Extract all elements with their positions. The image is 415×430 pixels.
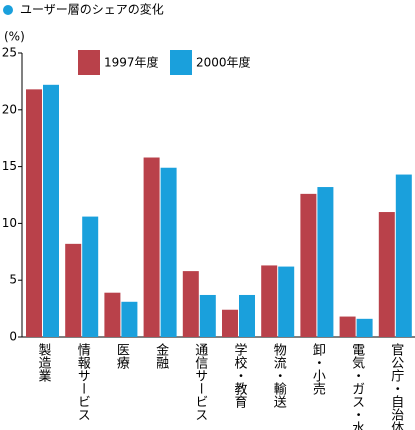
- bar: [182, 271, 199, 337]
- y-axis-label: (%): [4, 30, 25, 44]
- x-tick-label: 官公庁・自治体: [388, 342, 404, 430]
- x-tick-label: 電気・ガス・水道: [349, 343, 365, 430]
- bar: [261, 265, 278, 337]
- bar: [43, 84, 59, 337]
- legend-label: 2000年度: [196, 55, 251, 70]
- bar: [160, 167, 177, 337]
- x-tick-label: 物流・輸送: [271, 343, 287, 409]
- y-tick-label: 10: [2, 216, 17, 230]
- legend-swatch: [78, 50, 100, 75]
- bar: [300, 193, 317, 337]
- title-icon: [3, 5, 13, 15]
- x-tick-label: 卸・小売: [310, 342, 326, 396]
- legend-label: 1997年度: [104, 55, 159, 70]
- y-tick-label: 20: [2, 102, 17, 116]
- x-tick-label: 学校・教育: [232, 342, 248, 409]
- y-tick-label: 25: [2, 46, 17, 60]
- bar: [65, 243, 82, 337]
- bar: [26, 89, 42, 338]
- legend-swatch: [170, 50, 192, 75]
- bar: [239, 294, 255, 337]
- bar: [82, 216, 99, 337]
- bar: [395, 174, 412, 337]
- x-tick-label: 製造業: [36, 343, 52, 382]
- y-tick-label: 0: [9, 330, 17, 344]
- bar: [104, 292, 121, 337]
- bar: [278, 266, 295, 337]
- x-tick-label: 医療: [114, 343, 129, 369]
- x-tick-label: 情報サービス: [75, 343, 91, 421]
- bar: [143, 157, 160, 337]
- x-tick-label: 通信サービス: [192, 343, 208, 421]
- bar: [339, 316, 356, 337]
- chart-title: ユーザー層のシェアの変化: [20, 2, 164, 17]
- y-tick-label: 5: [9, 273, 17, 287]
- bar: [378, 212, 395, 337]
- bar: [317, 187, 334, 337]
- bar: [356, 318, 373, 337]
- x-tick-label: 金融: [153, 342, 169, 369]
- y-tick-label: 15: [2, 159, 17, 173]
- bar: [199, 294, 216, 337]
- bar: [121, 301, 138, 337]
- bar: [222, 309, 238, 337]
